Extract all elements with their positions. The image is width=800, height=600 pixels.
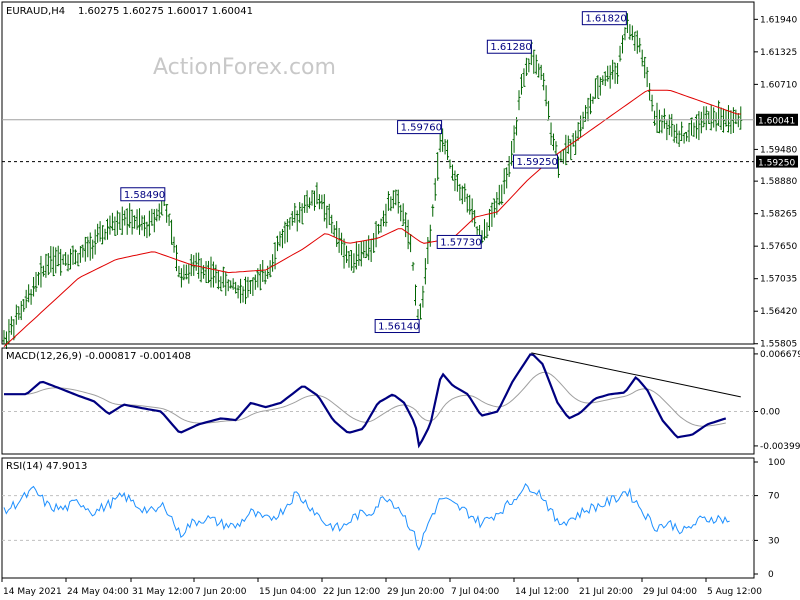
macd-panel: MACD(12,26,9) -0.000817 -0.001408: [1, 347, 755, 455]
time-tick-label: 15 Jun 04:00: [259, 587, 316, 597]
time-tick-label: 7 Jul 04:00: [451, 587, 500, 597]
price-tick-label: 1.57035: [760, 275, 797, 285]
price-tick-label: 1.57650: [760, 242, 797, 252]
annotation-box: [397, 120, 443, 135]
rsi-lines: [2, 482, 754, 551]
ma-line: [3, 89, 741, 347]
annotation-label: 1.56140: [378, 322, 419, 333]
price-annotations: 1.58490 1.59760 1.61280 1.61820 1.59250 1.577…: [120, 11, 627, 334]
macd-line: [4, 353, 727, 449]
support-badge-label: 1.59250: [758, 159, 795, 169]
rsi-panel: RSI(14) 47.9013: [1, 457, 755, 579]
current-price-badge-label: 1.60041: [758, 117, 795, 127]
price-panel: ActionForex.com EURAUD,H4 1.60275 1.6027…: [1, 1, 755, 349]
macd-tick-label: 0.00: [760, 407, 780, 417]
annotation-box: [374, 319, 420, 334]
annotation-label: 1.61280: [490, 42, 531, 53]
time-tick-label: 29 Jun 20:00: [387, 587, 444, 597]
price-tick-label: 1.60710: [760, 80, 797, 90]
rsi-tick-label: 70: [768, 492, 780, 502]
price-tick-label: 1.56420: [760, 307, 797, 317]
time-axis: 14 May 2021 24 May 04:00 31 May 12:00 7 Jun…: [1, 578, 762, 597]
macd-tick-label: 0.006679: [760, 350, 800, 360]
support-badge: [756, 155, 798, 168]
time-tick-label: 22 Jun 12:00: [323, 587, 380, 597]
time-tick-label: 31 May 12:00: [132, 587, 194, 597]
price-tick-label: 1.59480: [760, 145, 797, 155]
rsi-tick-label: 100: [768, 458, 785, 468]
ohlc-values: 1.60275 1.60275 1.60017 1.60041: [78, 6, 253, 17]
price-tick-label: 1.55805: [760, 340, 797, 350]
watermark: ActionForex.com: [153, 55, 336, 80]
time-tick-label: 21 Jul 20:00: [579, 587, 633, 597]
price-tick-label: 1.58880: [760, 177, 797, 187]
annotation-box: [581, 11, 627, 26]
rsi-tick-label: 0: [768, 570, 774, 580]
time-tick-label: 7 Jun 20:00: [195, 587, 247, 597]
rsi-tick-label: 30: [768, 536, 780, 546]
rsi-title: RSI(14) 47.9013: [6, 461, 87, 472]
macd-trendline: [531, 352, 741, 398]
price-tick-label: 1.58265: [760, 210, 797, 220]
annotation-box: [120, 187, 166, 202]
rsi-line: [3, 482, 730, 551]
annotation-label: 1.57730: [440, 237, 481, 248]
annotation-label: 1.59760: [401, 123, 442, 134]
annotation-box: [513, 154, 559, 169]
price-tick-label: 1.61940: [760, 15, 797, 25]
price-bars: [2, 13, 743, 349]
moving-average: [3, 89, 741, 347]
time-tick-label: 14 Jul 12:00: [515, 587, 569, 597]
rsi-axis: 100 70 30 0: [754, 458, 785, 580]
annotation-label: 1.58490: [124, 190, 165, 201]
macd-tick-label: -0.003994: [760, 442, 800, 452]
symbol-label: EURAUD,H4: [6, 6, 65, 17]
macd-axis: 0.006679 0.00 -0.003994: [754, 350, 800, 452]
time-tick-label: 24 May 04:00: [67, 587, 129, 597]
current-price-badge: [756, 113, 798, 126]
time-tick-label: 5 Aug 12:00: [707, 587, 762, 597]
macd-title: MACD(12,26,9) -0.000817 -0.001408: [6, 351, 191, 362]
annotation-box: [436, 234, 482, 249]
macd-lines: [2, 352, 754, 449]
annotation-label: 1.61820: [585, 14, 626, 25]
price-axis: 1.61940 1.61325 1.60710 1.59480 1.58880 1.582…: [754, 15, 798, 350]
annotation-label: 1.59250: [517, 157, 558, 168]
price-tick-label: 1.61325: [760, 48, 797, 58]
time-tick-label: 29 Jul 04:00: [643, 587, 697, 597]
price-levels: [2, 119, 754, 163]
time-tick-label: 14 May 2021: [3, 587, 62, 597]
annotation-box: [486, 39, 532, 54]
